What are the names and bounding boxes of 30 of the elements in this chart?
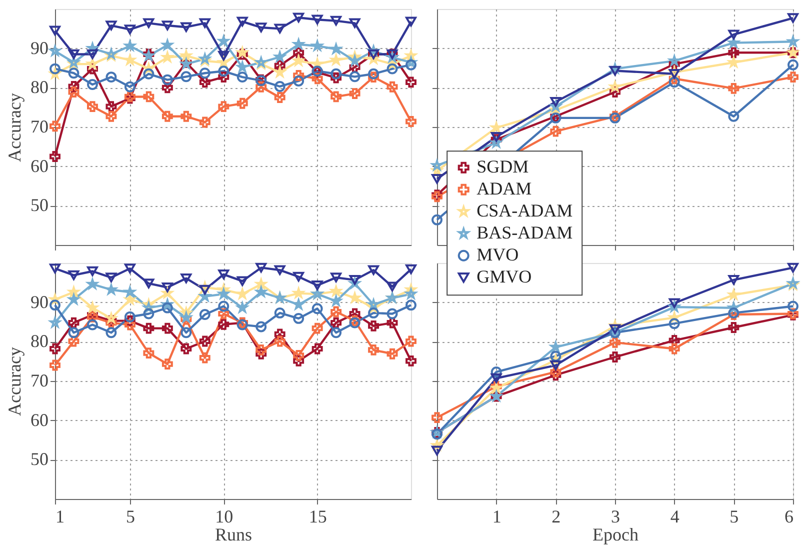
legend-label: SGDM [476, 156, 529, 177]
x-tick-label: 15 [308, 506, 327, 526]
x-tick-label: 1 [56, 506, 64, 526]
x-tick-label: 4 [670, 506, 680, 526]
y-tick-label: 70 [30, 116, 48, 136]
x-tick-label: 6 [784, 506, 794, 526]
y-tick-label: 50 [30, 449, 48, 470]
x-tick-label: 10 [215, 506, 234, 526]
y-axis-title: Accuracy [4, 347, 24, 416]
x-tick-label: 1 [492, 506, 502, 526]
x-tick-label: 3 [611, 506, 620, 526]
y-tick-label: 70 [30, 370, 48, 390]
x-axis-title: Runs [214, 524, 252, 544]
legend-label: MVO [476, 244, 519, 265]
y-tick-label: 80 [30, 77, 48, 98]
y-tick-label: 50 [30, 195, 48, 216]
legend-label: ADAM [476, 178, 532, 199]
y-tick-label: 60 [30, 156, 48, 176]
x-tick-label: 5 [730, 506, 739, 526]
x-tick-label: 2 [552, 506, 561, 526]
legend-label: CSA-ADAM [476, 200, 573, 221]
y-tick-label: 90 [30, 292, 48, 312]
y-axis-title: Accuracy [4, 93, 24, 162]
y-tick-label: 90 [30, 38, 48, 58]
x-tick-label: 5 [126, 506, 135, 526]
y-tick-label: 80 [30, 331, 48, 352]
legend-label: GMVO [476, 266, 532, 287]
y-tick-label: 60 [30, 410, 48, 430]
x-axis-title: Epoch [592, 524, 638, 544]
legend-label: BAS-ADAM [476, 222, 573, 243]
